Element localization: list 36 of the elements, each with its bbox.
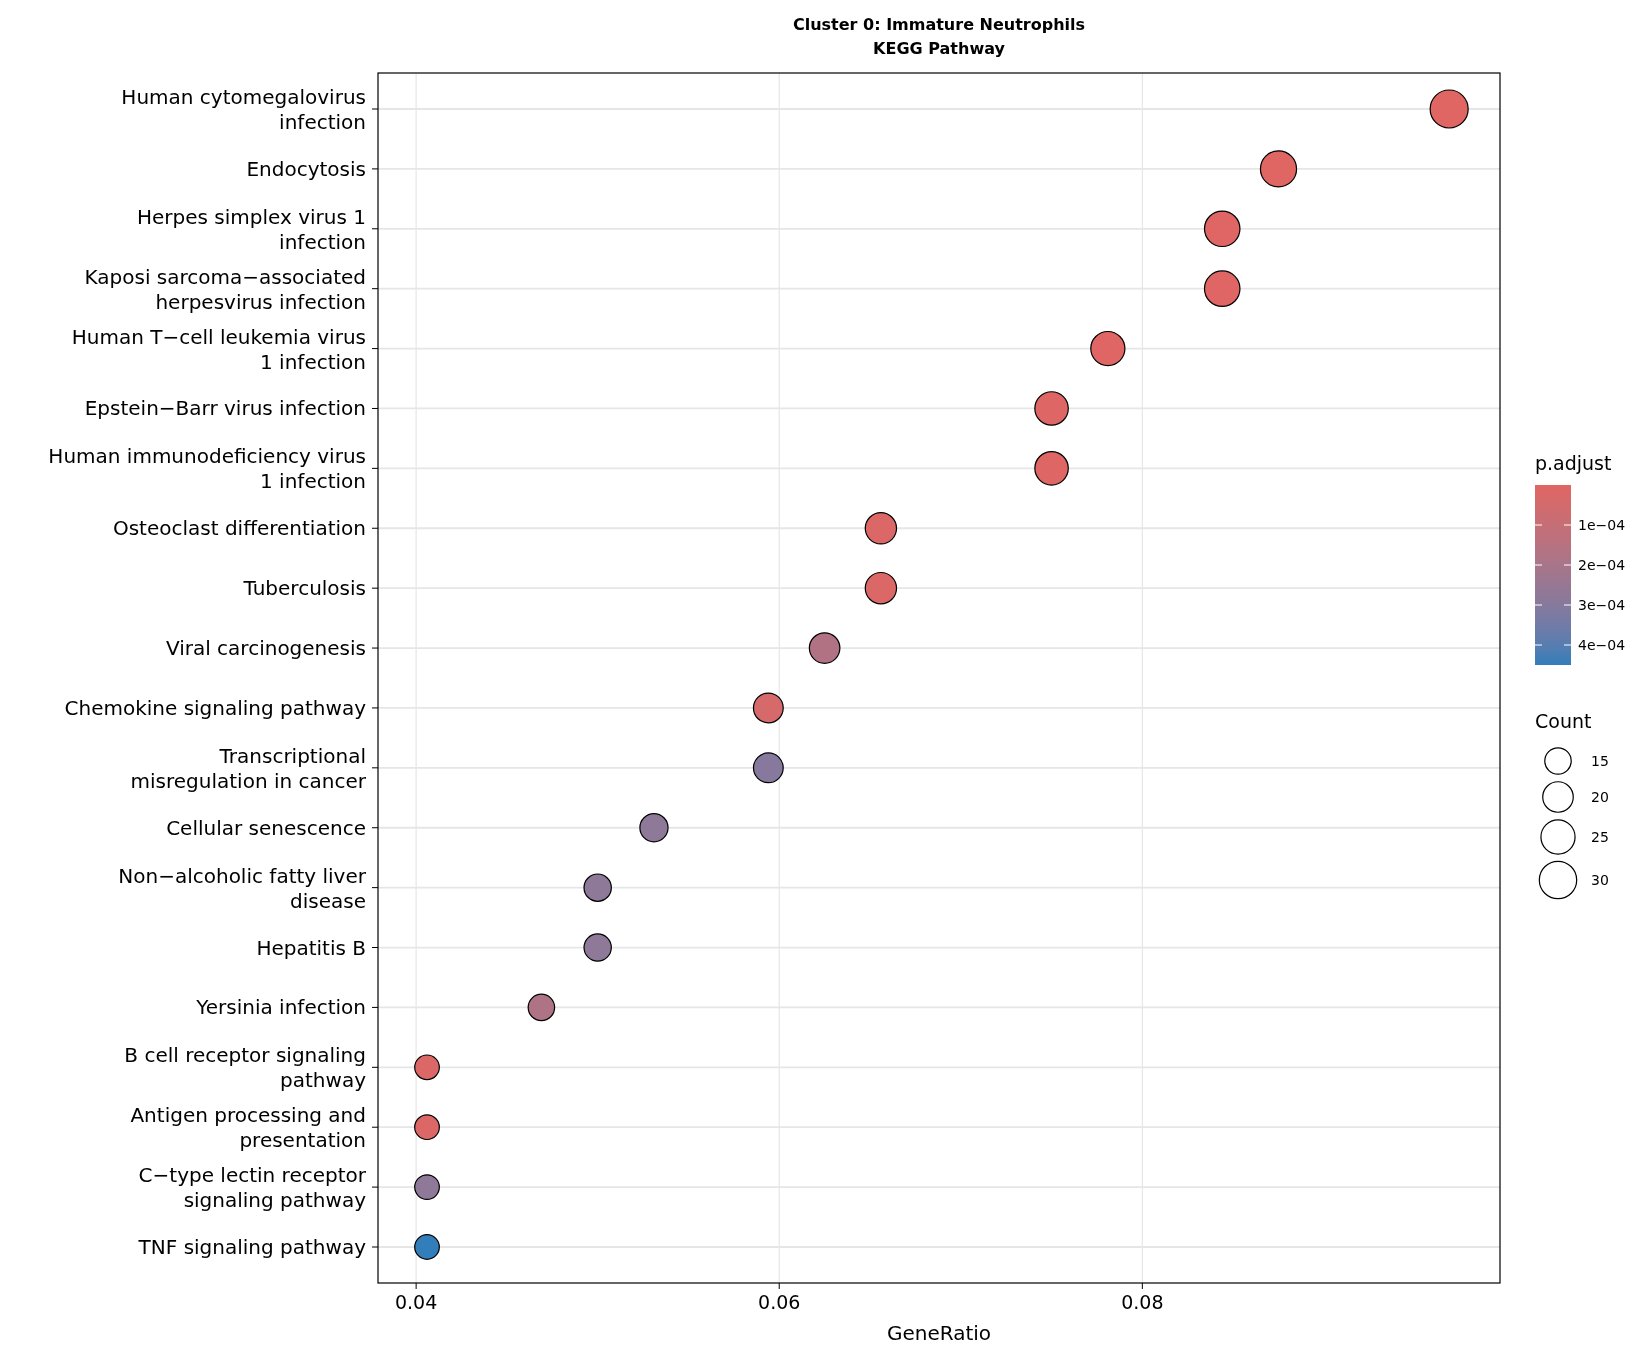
y-tick-label: Human immunodeficiency virus 1 infection <box>48 444 366 494</box>
y-tick-label: Human T−cell leukemia virus 1 infection <box>71 324 366 374</box>
chart-title: Cluster 0: Immature Neutrophils <box>792 15 1086 34</box>
y-tick-label: Antigen processing and presentation <box>130 1103 366 1153</box>
y-tick-label: Tuberculosis <box>242 576 366 601</box>
legend-label: 30 <box>1591 872 1609 888</box>
y-tick-label: Kaposi sarcoma−associated herpesvirus infection <box>84 264 366 314</box>
y-tick-label: Cellular senescence <box>166 815 366 840</box>
legend-label: 15 <box>1591 753 1609 769</box>
y-tick-label: Hepatitis B <box>256 935 366 960</box>
y-tick-label: Herpes simplex virus 1 infection <box>137 204 366 254</box>
x-tick-label: 0.06 <box>758 1291 801 1313</box>
y-tick-label: Human cytomegalovirus infection <box>121 85 366 134</box>
y-tick-label: Epstein−Barr virus infection <box>84 396 366 421</box>
y-tick-label: Non−alcoholic fatty liver disease <box>118 863 367 913</box>
y-tick-label: Osteoclast differentiation <box>112 516 366 541</box>
color-bar-label: 3e−04 <box>1578 597 1626 613</box>
legend-label: 25 <box>1591 829 1609 845</box>
color-bar-label: 4e−04 <box>1578 637 1626 653</box>
chart-subtitle: KEGG Pathway <box>873 39 1006 58</box>
x-axis-title: GeneRatio <box>886 1321 992 1345</box>
y-tick-label: B cell receptor signaling pathway <box>124 1043 367 1093</box>
y-tick-label: Endocytosis <box>246 156 366 181</box>
y-tick-label: Transcriptional misregulation in cancer <box>130 743 367 793</box>
legend-label: 20 <box>1591 789 1609 805</box>
color-bar-title: p.adjust <box>1535 452 1612 474</box>
x-tick-label: 0.04 <box>394 1291 438 1313</box>
color-bar-label: 1e−04 <box>1578 517 1626 533</box>
y-tick-label: Chemokine signaling pathway <box>64 695 367 720</box>
y-tick-label: Viral carcinogenesis <box>165 636 366 661</box>
y-tick-label: C−type lectin receptor signaling pathway <box>138 1163 367 1213</box>
color-bar-label: 2e−04 <box>1578 557 1626 573</box>
y-tick-label: TNF signaling pathway <box>137 1235 367 1259</box>
y-tick-label: Yersinia infection <box>195 995 366 1020</box>
legend-title: Count <box>1535 710 1592 732</box>
x-tick-label: 0.08 <box>1121 1291 1164 1313</box>
